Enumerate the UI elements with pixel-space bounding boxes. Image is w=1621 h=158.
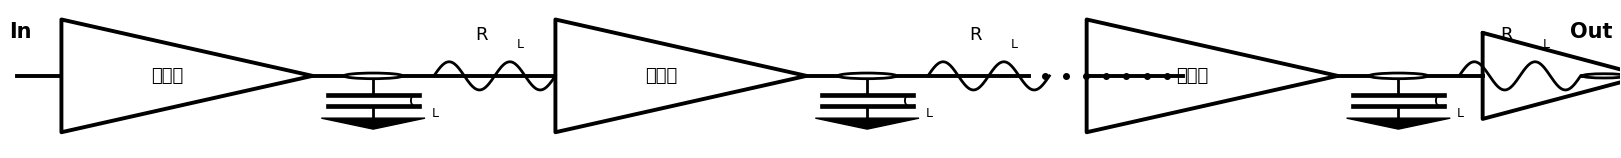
Text: L: L bbox=[517, 38, 524, 51]
Polygon shape bbox=[1347, 118, 1451, 129]
Text: C: C bbox=[903, 94, 916, 112]
Text: C: C bbox=[408, 94, 421, 112]
Text: L: L bbox=[1542, 38, 1550, 51]
Text: In: In bbox=[8, 22, 31, 42]
Polygon shape bbox=[815, 118, 919, 129]
Circle shape bbox=[838, 73, 896, 79]
Text: R: R bbox=[1501, 26, 1512, 44]
Text: 中继器: 中继器 bbox=[1175, 67, 1208, 85]
Polygon shape bbox=[321, 118, 425, 129]
Circle shape bbox=[344, 73, 402, 79]
Text: Out: Out bbox=[1569, 22, 1613, 42]
Text: 中继器: 中继器 bbox=[645, 67, 678, 85]
Text: L: L bbox=[431, 107, 439, 120]
Text: L: L bbox=[926, 107, 932, 120]
Text: R: R bbox=[475, 26, 488, 44]
Circle shape bbox=[1370, 73, 1428, 79]
Text: C: C bbox=[1435, 94, 1446, 112]
Text: R: R bbox=[969, 26, 982, 44]
Text: L: L bbox=[1012, 38, 1018, 51]
Circle shape bbox=[1582, 74, 1621, 78]
Text: 中继器: 中继器 bbox=[151, 67, 183, 85]
Text: L: L bbox=[1457, 107, 1464, 120]
